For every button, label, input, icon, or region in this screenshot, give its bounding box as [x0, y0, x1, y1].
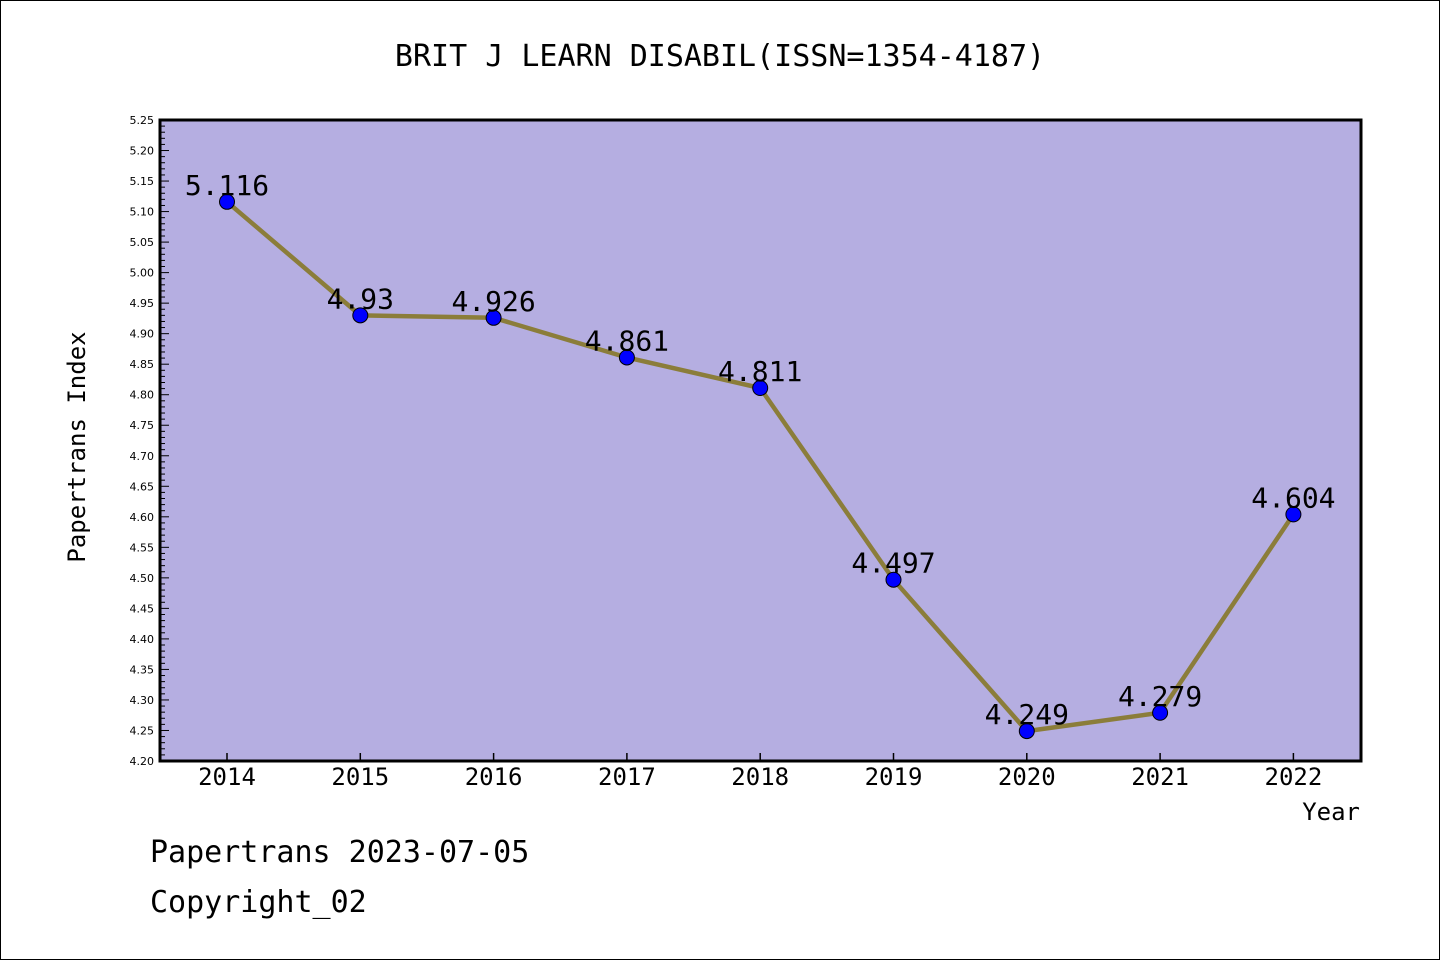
y-tick-label: 4.45 — [130, 602, 155, 615]
y-tick-label: 5.00 — [130, 267, 155, 280]
data-point — [219, 193, 235, 210]
y-tick-label: 4.80 — [130, 389, 155, 402]
x-tick-label: 2020 — [998, 763, 1056, 791]
x-tick-label: 2014 — [198, 763, 256, 791]
data-label: 4.604 — [1251, 481, 1335, 514]
y-axis: 4.20 4.25 4.30 4.35 4.40 4.45 4.50 4.55 4.60 4.65… — [130, 114, 169, 768]
data-label: 4.811 — [718, 355, 802, 388]
footer-date: Papertrans 2023-07-05 — [150, 835, 530, 870]
data-label: 4.93 — [327, 282, 394, 315]
series-line-group — [219, 193, 1302, 740]
x-tick-label: 2016 — [465, 763, 523, 791]
y-tick-label: 5.05 — [130, 236, 155, 249]
y-tick-label: 4.50 — [130, 572, 155, 585]
y-tick-label: 4.60 — [130, 511, 155, 524]
y-tick-label: 4.35 — [130, 663, 155, 676]
y-tick-label: 4.70 — [130, 450, 155, 463]
data-point — [485, 309, 502, 326]
x-tick-label: 2021 — [1131, 763, 1189, 791]
data-labels: 5.116 4.93 4.926 4.861 4.811 4.497 4.249 4.279 4… — [185, 169, 1336, 731]
x-tick-label: 2022 — [1265, 763, 1323, 791]
y-tick-label: 5.15 — [130, 175, 155, 188]
data-point — [1018, 723, 1035, 740]
y-tick-label: 4.95 — [130, 297, 155, 310]
y-tick-label: 4.55 — [130, 541, 155, 554]
chart-title: BRIT J LEARN DISABIL(ISSN=1354-4187) — [395, 39, 1045, 74]
y-tick-label: 4.75 — [130, 419, 155, 432]
data-label: 4.279 — [1118, 680, 1202, 713]
data-point — [885, 571, 902, 588]
x-tick-label: 2017 — [598, 763, 656, 791]
footer-copyright: Copyright_02 — [150, 885, 367, 920]
y-tick-label: 5.20 — [130, 145, 155, 158]
plot-area — [160, 120, 1361, 761]
data-label: 4.249 — [985, 698, 1069, 731]
y-tick-label: 5.10 — [130, 206, 155, 219]
y-tick-label: 4.20 — [130, 755, 155, 768]
y-tick-label: 4.65 — [130, 480, 155, 493]
y-tick-label: 4.25 — [130, 724, 155, 737]
data-label: 4.861 — [585, 324, 669, 357]
data-point — [752, 379, 769, 396]
plot-border — [158, 118, 1363, 763]
y-tick-label: 4.40 — [130, 633, 155, 646]
x-tick-label: 2015 — [331, 763, 389, 791]
data-label: 4.926 — [451, 285, 535, 318]
data-label: 4.497 — [851, 547, 935, 580]
y-tick-label: 5.25 — [130, 114, 155, 127]
y-axis-title: Papertrans Index — [63, 331, 91, 562]
y-tick-label: 4.85 — [130, 358, 155, 371]
data-label: 5.116 — [185, 169, 269, 202]
x-tick-label: 2019 — [865, 763, 923, 791]
data-point — [618, 349, 635, 366]
data-point — [1285, 506, 1302, 523]
x-axis-title: Year — [1302, 798, 1360, 826]
x-axis: 2014 2015 2016 2017 2018 2019 2020 2021 2022 — [198, 753, 1322, 791]
y-tick-label: 4.90 — [130, 328, 155, 341]
data-point — [1152, 704, 1169, 721]
y-tick-label: 4.30 — [130, 694, 155, 707]
data-point — [352, 307, 369, 324]
x-tick-label: 2018 — [731, 763, 789, 791]
